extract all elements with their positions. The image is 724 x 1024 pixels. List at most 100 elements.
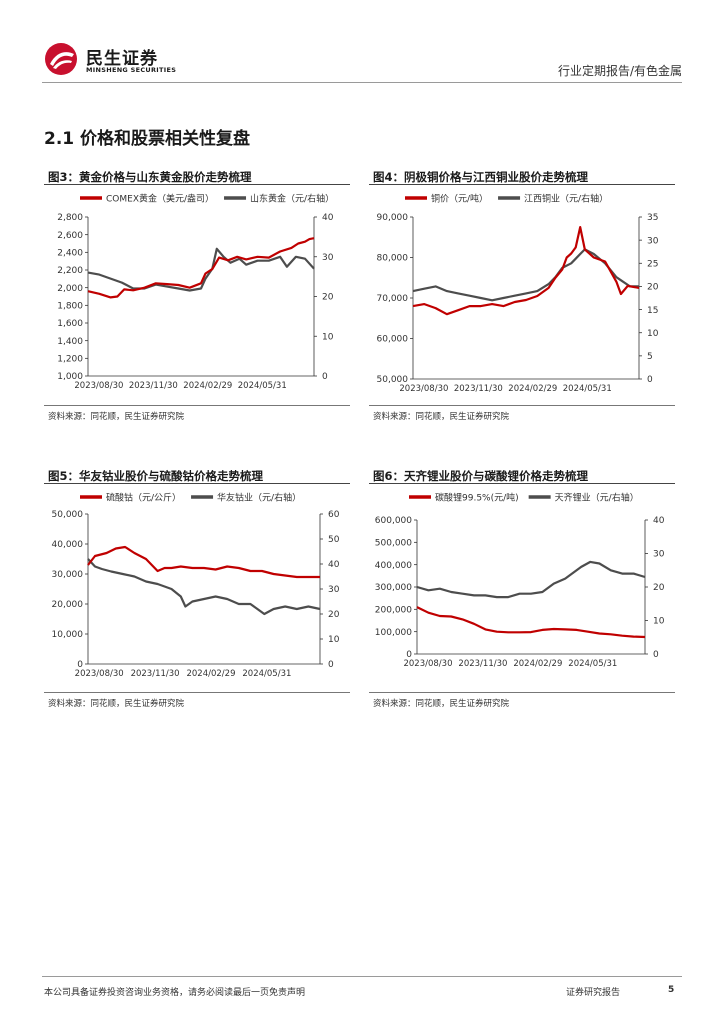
page-number: 5 — [668, 985, 675, 995]
footer-divider — [42, 976, 682, 977]
x-tick-label: 2023/08/30 — [75, 669, 124, 679]
x-tick-label: 2023/11/30 — [131, 669, 180, 679]
footer-report-type: 证券研究报告 — [566, 988, 621, 998]
right-tick-label: 20 — [647, 283, 659, 293]
left-tick-label: 400,000 — [375, 561, 412, 571]
figure-5-title: 图5：华友钴业股价与硫酸钴价格走势梳理 — [48, 469, 263, 483]
figure-5-source: 资料来源：同花顺，民生证券研究院 — [48, 699, 185, 709]
x-tick-label: 2023/11/30 — [129, 381, 178, 391]
figure-6-source: 资料来源：同花顺，民生证券研究院 — [373, 699, 510, 709]
left-tick-label: 500,000 — [375, 539, 412, 549]
left-tick-label: 2,200 — [57, 266, 83, 276]
series-line-right — [416, 560, 646, 599]
left-tick-label: 50,000 — [52, 510, 84, 520]
figure-4-source: 资料来源：同花顺，民生证券研究院 — [373, 412, 510, 422]
legend-entry-1: 华友钴业（元/右轴） — [191, 492, 301, 504]
left-tick-label: 100,000 — [375, 628, 412, 638]
figure-6-top-rule — [369, 483, 675, 484]
left-tick-label: 50,000 — [377, 375, 409, 385]
right-tick-label: 0 — [328, 660, 334, 670]
section-title: 2.1 价格和股票相关性复盘 — [44, 129, 251, 149]
figure-5-top-rule — [44, 483, 350, 484]
left-tick-label: 2,000 — [57, 284, 83, 294]
right-tick-label: 0 — [322, 372, 328, 382]
left-tick-label: 200,000 — [375, 606, 412, 616]
figure-4-title: 图4：阴极铜价格与江西铜业股价走势梳理 — [373, 170, 588, 184]
right-tick-label: 5 — [647, 352, 653, 362]
legend-entry-0: 铜价（元/吨） — [405, 193, 488, 205]
legend-entry-0: COMEX黄金（美元/盎司） — [80, 193, 214, 205]
legend-label-1: 天齐锂业（元/右轴） — [555, 492, 639, 504]
right-tick-label: 10 — [653, 617, 665, 627]
right-tick-label: 10 — [322, 332, 334, 342]
right-tick-label: 40 — [322, 213, 334, 223]
right-tick-label: 30 — [322, 253, 334, 263]
legend-label-0: 铜价（元/吨） — [431, 193, 488, 205]
x-tick-label: 2024/02/29 — [513, 659, 562, 669]
right-tick-label: 10 — [328, 635, 340, 645]
right-tick-label: 0 — [647, 375, 653, 385]
figure-3-top-rule — [44, 184, 350, 185]
x-tick-label: 2023/08/30 — [74, 381, 123, 391]
left-tick-label: 1,000 — [57, 372, 83, 382]
brand-name-cn: 民生证券 — [86, 49, 158, 69]
x-tick-label: 2024/05/31 — [568, 659, 617, 669]
figure-6-chart: 碳酸锂99.5%(元/吨) 天齐锂业（元/右轴） 0 100,000 200,000 30… — [375, 492, 665, 670]
left-tick-label: 70,000 — [377, 294, 409, 304]
right-tick-label: 30 — [653, 550, 665, 560]
x-tick-label: 2023/11/30 — [458, 659, 507, 669]
right-tick-label: 10 — [647, 329, 659, 339]
left-tick-label: 30,000 — [52, 570, 84, 580]
x-tick-label: 2024/05/31 — [563, 384, 612, 394]
right-tick-label: 20 — [322, 293, 334, 303]
series-line-left — [412, 225, 640, 316]
legend-label-0: 硫酸钴（元/公斤） — [106, 492, 181, 504]
x-tick-label: 2023/08/30 — [403, 659, 452, 669]
left-tick-label: 1,600 — [57, 319, 83, 329]
figure-3-bottom-rule — [44, 405, 350, 406]
legend-entry-1: 山东黄金（元/右轴） — [224, 193, 334, 205]
figure-5-chart: 硫酸钴（元/公斤） 华友钴业（元/右轴） 0 10,000 20,000 30,000 40… — [52, 492, 340, 680]
x-tick-label: 2024/05/31 — [238, 381, 287, 391]
legend-entry-0: 硫酸钴（元/公斤） — [80, 492, 181, 504]
x-tick-label: 2024/02/29 — [508, 384, 557, 394]
left-tick-label: 600,000 — [375, 516, 412, 526]
figure-4-top-rule — [369, 184, 675, 185]
figure-3-chart: COMEX黄金（美元/盎司） 山东黄金（元/右轴） 1,000 1,200 1,400 1… — [57, 193, 334, 392]
figure-3-source: 资料来源：同花顺，民生证券研究院 — [48, 412, 185, 422]
minsheng-logo-icon — [45, 43, 77, 75]
x-tick-label: 2024/02/29 — [186, 669, 235, 679]
series-line-left — [416, 606, 646, 639]
figure-6-bottom-rule — [369, 692, 675, 693]
legend-entry-0: 碳酸锂99.5%(元/吨) — [409, 492, 519, 504]
figure-3-title: 图3：黄金价格与山东黄金股价走势梳理 — [48, 170, 252, 184]
series-line-right — [87, 558, 321, 616]
series-line-left — [87, 545, 320, 579]
series-line-left — [87, 237, 315, 299]
left-tick-label: 20,000 — [52, 600, 84, 610]
right-tick-label: 20 — [328, 610, 340, 620]
brand-name-en: MINSHENG SECURITIES — [86, 66, 177, 74]
left-tick-label: 2,600 — [57, 231, 83, 241]
header-divider — [42, 82, 682, 83]
right-tick-label: 25 — [647, 259, 658, 269]
legend-label-0: COMEX黄金（美元/盎司） — [106, 193, 214, 205]
left-tick-label: 300,000 — [375, 583, 412, 593]
left-tick-label: 0 — [77, 660, 83, 670]
series-line-right — [412, 248, 639, 302]
left-tick-label: 1,200 — [57, 355, 83, 365]
right-tick-label: 30 — [647, 236, 659, 246]
right-tick-label: 0 — [653, 650, 659, 660]
right-tick-label: 30 — [328, 585, 340, 595]
left-tick-label: 60,000 — [377, 335, 409, 345]
legend-entry-1: 天齐锂业（元/右轴） — [528, 492, 639, 504]
left-tick-label: 0 — [406, 650, 412, 660]
right-tick-label: 20 — [653, 583, 665, 593]
figure-5-bottom-rule — [44, 692, 350, 693]
left-tick-label: 1,800 — [57, 302, 83, 312]
x-tick-label: 2023/11/30 — [454, 384, 503, 394]
left-tick-label: 1,400 — [57, 337, 83, 347]
legend-label-0: 碳酸锂99.5%(元/吨) — [435, 492, 519, 504]
footer-disclaimer: 本公司具备证券投资咨询业务资格，请务必阅读最后一页免责声明 — [44, 988, 306, 998]
figure-6-title: 图6：天齐锂业股价与碳酸锂价格走势梳理 — [373, 469, 588, 483]
